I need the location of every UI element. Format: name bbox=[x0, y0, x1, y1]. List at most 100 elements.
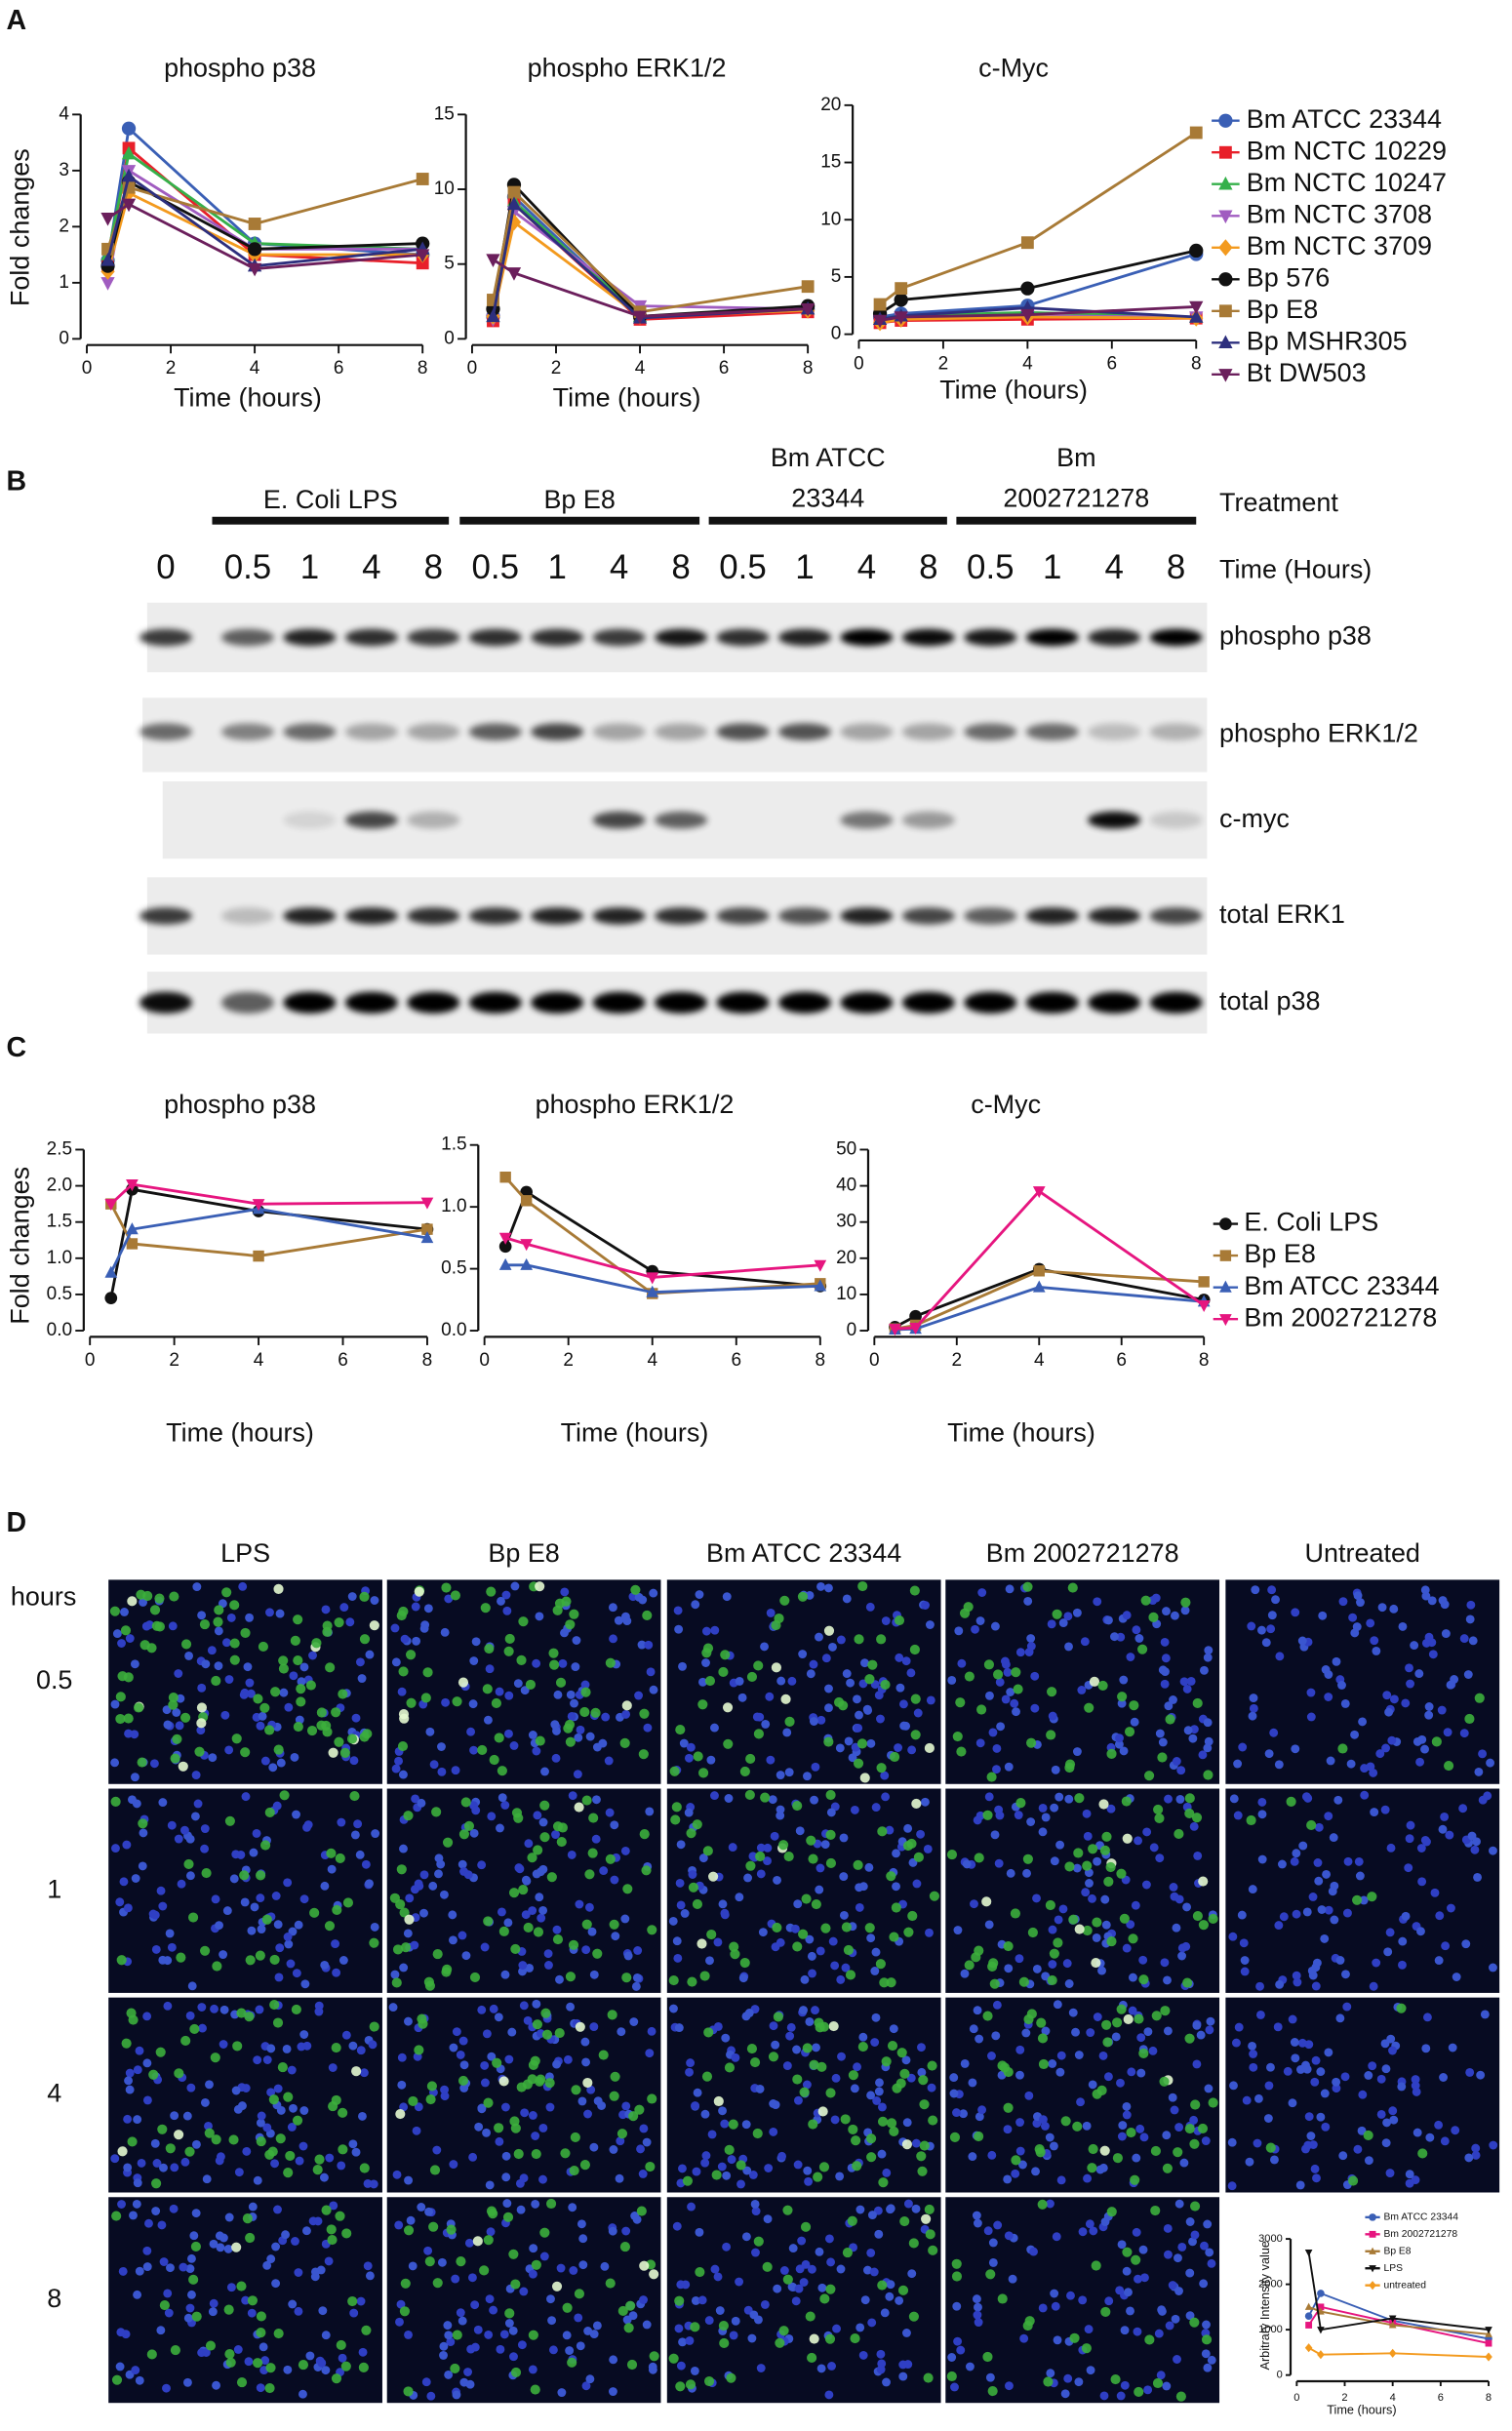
nucleus bbox=[923, 1845, 933, 1853]
nucleus bbox=[219, 1950, 228, 1959]
nucleus bbox=[1405, 1834, 1414, 1844]
nucleus bbox=[985, 2372, 995, 2382]
nucleus bbox=[297, 1677, 306, 1687]
stained-cell bbox=[571, 2085, 581, 2095]
nucleus bbox=[1060, 2389, 1070, 2399]
stained-cell bbox=[634, 2104, 645, 2115]
nucleus bbox=[1380, 2039, 1390, 2049]
nucleus bbox=[1248, 1711, 1257, 1721]
stained-cell bbox=[240, 1747, 251, 1758]
nucleus bbox=[266, 2044, 276, 2053]
nucleus bbox=[974, 2318, 983, 2327]
nucleus bbox=[1089, 2226, 1098, 2236]
nucleus bbox=[159, 2257, 169, 2266]
nucleus bbox=[175, 1721, 184, 1731]
data-point bbox=[248, 218, 261, 230]
nucleus bbox=[791, 2296, 801, 2306]
nucleus bbox=[240, 1897, 250, 1907]
nucleus bbox=[1030, 1703, 1040, 1713]
nucleus bbox=[728, 1843, 737, 1853]
nucleus bbox=[1046, 2369, 1055, 2378]
nucleus bbox=[156, 2326, 166, 2335]
nucleus bbox=[167, 1820, 177, 1830]
nucleus bbox=[182, 2111, 192, 2121]
data-point bbox=[1198, 1276, 1210, 1288]
nucleus bbox=[842, 1594, 852, 1604]
nucleus bbox=[1242, 2095, 1252, 2105]
nucleus bbox=[679, 1738, 689, 1748]
stained-cell bbox=[170, 2344, 180, 2356]
nucleus bbox=[223, 2244, 233, 2253]
nucleus bbox=[247, 2308, 257, 2318]
stained-cell bbox=[917, 2166, 928, 2176]
nucleus bbox=[1421, 1638, 1431, 1648]
nucleus bbox=[741, 2232, 751, 2242]
nucleus bbox=[1353, 2144, 1363, 2154]
nucleus bbox=[440, 2085, 449, 2094]
nucleus bbox=[1275, 1652, 1285, 1661]
stained-cell bbox=[332, 1904, 342, 1915]
nucleus bbox=[520, 2108, 530, 2118]
nucleus bbox=[795, 2264, 805, 2274]
data-point bbox=[1304, 2343, 1313, 2353]
nucleus bbox=[1008, 2274, 1017, 2284]
nucleus bbox=[763, 1856, 772, 1866]
data-point bbox=[498, 1232, 512, 1245]
nucleus bbox=[233, 2104, 243, 2114]
nucleus bbox=[211, 1894, 220, 1904]
nucleus bbox=[1185, 2311, 1195, 2321]
stained-cell bbox=[745, 1860, 756, 1871]
nucleus bbox=[974, 2302, 982, 2312]
nucleus bbox=[685, 2067, 694, 2077]
nucleus bbox=[1063, 1612, 1073, 1621]
nucleus bbox=[959, 2109, 969, 2119]
nucleus bbox=[414, 2102, 423, 2112]
nucleus bbox=[356, 2296, 366, 2306]
data-point bbox=[247, 242, 262, 257]
nucleus bbox=[151, 1944, 161, 1954]
nucleus bbox=[1369, 1981, 1378, 1991]
stained-cell bbox=[701, 2071, 713, 2082]
nucleus bbox=[1038, 2115, 1048, 2125]
nucleus bbox=[1041, 2026, 1051, 2036]
nucleus bbox=[531, 2132, 540, 2140]
stained-cell bbox=[190, 2241, 201, 2252]
nucleus bbox=[1118, 2121, 1128, 2131]
nucleus bbox=[270, 2159, 280, 2169]
nucleus bbox=[159, 2163, 168, 2172]
stained-cell bbox=[792, 1941, 803, 1952]
y-tick-label: 1.0 bbox=[441, 1196, 466, 1216]
nucleus bbox=[743, 1873, 753, 1883]
stained-cell bbox=[510, 1943, 521, 1955]
stained-cell bbox=[240, 1627, 251, 1638]
nucleus bbox=[1122, 1611, 1132, 1620]
nucleus bbox=[706, 1755, 716, 1765]
stained-cell bbox=[446, 2224, 457, 2235]
stained-cell bbox=[1208, 1913, 1218, 1925]
nucleus bbox=[329, 2201, 338, 2211]
x-tick-label: 8 bbox=[816, 1350, 826, 1371]
stained-cell bbox=[224, 1815, 235, 1826]
nucleus bbox=[400, 1634, 410, 1644]
legend-label: untreated bbox=[1383, 2280, 1426, 2291]
stained-cell bbox=[881, 2056, 892, 2067]
nucleus bbox=[456, 2308, 465, 2318]
nucleus bbox=[241, 1792, 251, 1802]
stained-cell bbox=[1103, 1876, 1114, 1887]
y-tick-label: 10 bbox=[434, 179, 455, 199]
nucleus bbox=[1203, 1743, 1213, 1753]
data-point bbox=[1032, 1280, 1046, 1293]
stained-cell bbox=[565, 1972, 577, 1982]
nucleus bbox=[1038, 1827, 1048, 1837]
micrograph bbox=[386, 1788, 661, 1993]
chart-title: phospho p38 bbox=[164, 53, 316, 82]
stained-cell bbox=[1134, 2013, 1144, 2024]
stained-cell bbox=[168, 1692, 179, 1703]
data-point bbox=[909, 1309, 922, 1323]
nucleus bbox=[811, 1762, 820, 1772]
x-tick-label: 8 bbox=[1486, 2392, 1492, 2404]
nucleus bbox=[828, 1936, 838, 1946]
stained-cell bbox=[974, 2131, 984, 2142]
stained-cell bbox=[773, 2012, 783, 2022]
stained-cell bbox=[565, 1736, 576, 1747]
